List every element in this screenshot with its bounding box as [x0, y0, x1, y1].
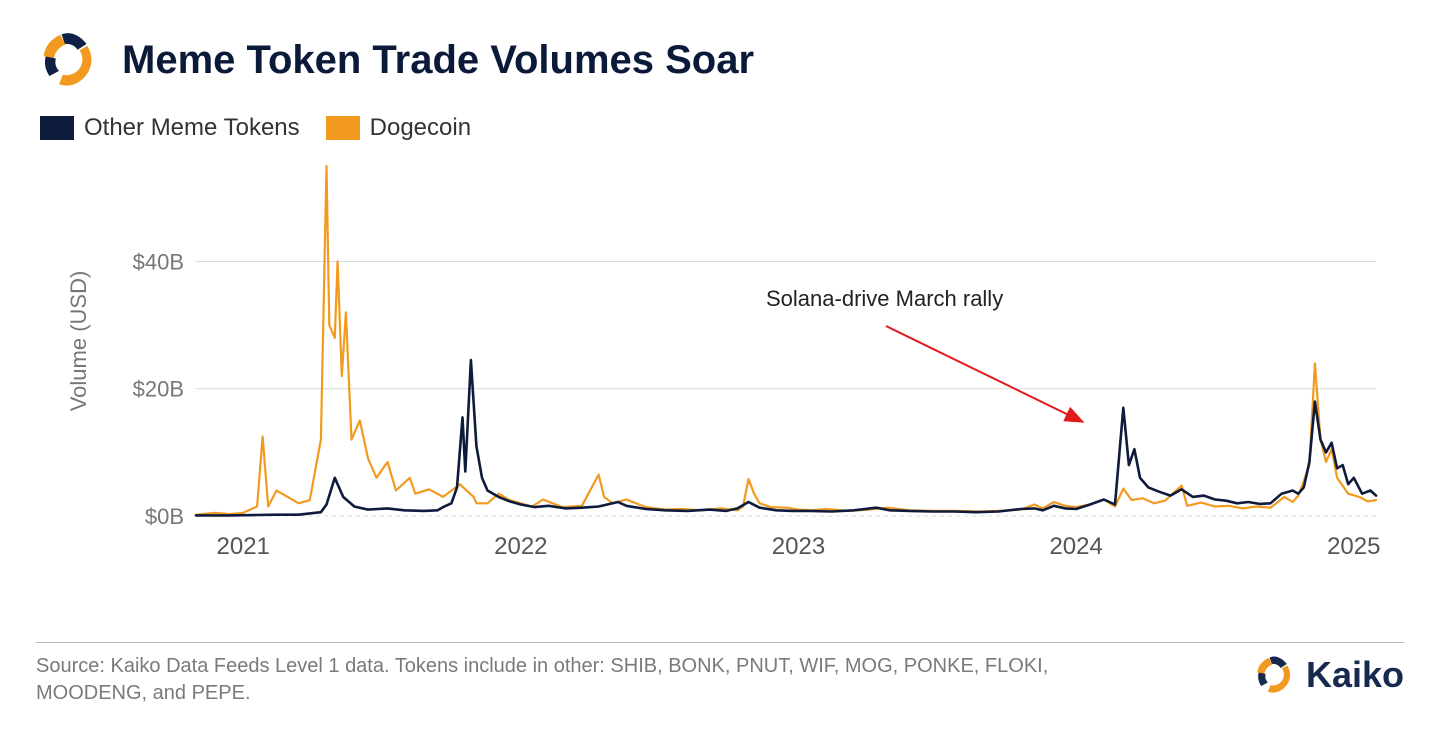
- footer-divider: [36, 642, 1404, 643]
- svg-text:Volume (USD): Volume (USD): [66, 271, 91, 412]
- svg-text:2025: 2025: [1327, 533, 1380, 560]
- annotation-text: Solana-drive March rally: [766, 286, 1003, 312]
- svg-text:2023: 2023: [772, 533, 825, 560]
- legend-label: Dogecoin: [370, 114, 471, 142]
- legend-swatch: [40, 116, 74, 140]
- svg-text:$20B: $20B: [133, 377, 184, 402]
- kaiko-logo-icon: [1252, 653, 1296, 697]
- svg-text:2021: 2021: [217, 533, 270, 560]
- brand: Kaiko: [1252, 653, 1404, 697]
- source-text: Source: Kaiko Data Feeds Level 1 data. T…: [36, 653, 1096, 707]
- legend-item-other: Other Meme Tokens: [40, 114, 300, 142]
- legend-item-dogecoin: Dogecoin: [326, 114, 471, 142]
- legend-label: Other Meme Tokens: [84, 114, 300, 142]
- svg-text:2024: 2024: [1049, 533, 1102, 560]
- legend: Other Meme Tokens Dogecoin: [40, 114, 1404, 142]
- kaiko-logo-icon: [36, 28, 100, 92]
- header: Meme Token Trade Volumes Soar: [36, 28, 1404, 92]
- chart-title: Meme Token Trade Volumes Soar: [122, 38, 754, 83]
- svg-text:$40B: $40B: [133, 249, 184, 274]
- brand-name: Kaiko: [1306, 654, 1404, 696]
- svg-text:2022: 2022: [494, 533, 547, 560]
- svg-text:$0B: $0B: [145, 504, 184, 529]
- chart-svg: $0B $20B $40B Volume (USD) 2021 2022 2023 2024 2…: [36, 156, 1404, 626]
- legend-swatch: [326, 116, 360, 140]
- footer: Source: Kaiko Data Feeds Level 1 data. T…: [36, 653, 1404, 707]
- page: Meme Token Trade Volumes Soar Other Meme…: [0, 0, 1440, 755]
- chart: $0B $20B $40B Volume (USD) 2021 2022 2023 2024 2…: [36, 156, 1404, 626]
